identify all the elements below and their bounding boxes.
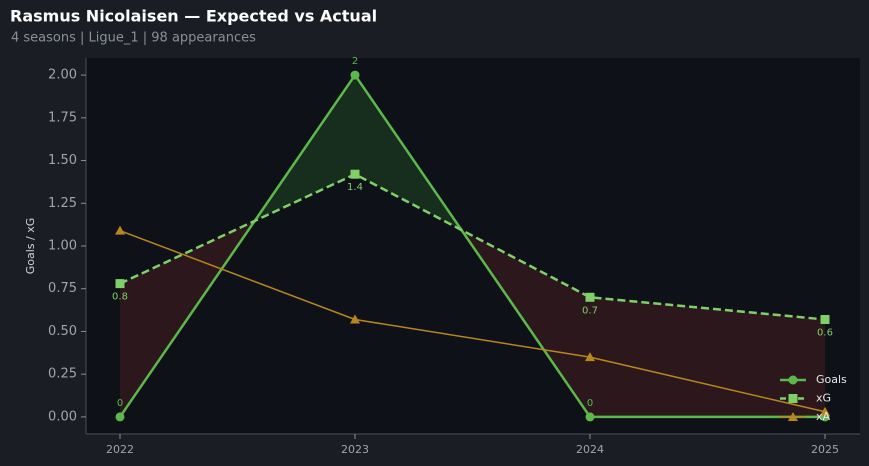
data-point bbox=[820, 314, 830, 324]
data-label: 2 bbox=[352, 56, 358, 67]
series-line bbox=[118, 72, 825, 419]
chart-title: Rasmus Nicolaisen — Expected vs Actual bbox=[10, 7, 377, 26]
legend-marker bbox=[788, 412, 798, 421]
y-tick-label: 1.00 bbox=[48, 239, 77, 254]
y-tick-label: 1.50 bbox=[48, 153, 77, 168]
data-point bbox=[350, 169, 360, 179]
legend-label: xA bbox=[816, 410, 831, 423]
data-point bbox=[115, 279, 125, 289]
y-tick-label: 0.75 bbox=[48, 281, 77, 296]
data-point bbox=[585, 412, 595, 422]
y-tick-label: 2.00 bbox=[48, 68, 77, 83]
data-label: 1.4 bbox=[347, 182, 363, 193]
x-tick-label: 2025 bbox=[811, 443, 839, 456]
y-tick-label: 1.75 bbox=[48, 110, 77, 125]
data-point bbox=[350, 70, 360, 80]
series-line bbox=[119, 172, 826, 321]
x-tick-label: 2022 bbox=[106, 443, 134, 456]
legend-marker bbox=[788, 375, 798, 385]
y-tick-label: 0.00 bbox=[48, 409, 77, 424]
data-label: 0.8 bbox=[112, 292, 128, 303]
data-label: 0 bbox=[117, 398, 123, 409]
data-label: 0 bbox=[587, 398, 593, 409]
data-point bbox=[115, 412, 125, 422]
data-point bbox=[585, 352, 595, 362]
x-tick-label: 2024 bbox=[576, 443, 604, 456]
data-point bbox=[585, 292, 595, 302]
data-label: 0.6 bbox=[817, 327, 833, 338]
legend-marker bbox=[788, 394, 798, 403]
y-tick-label: 0.50 bbox=[48, 324, 77, 339]
chart-subtitle: 4 seasons | Ligue_1 | 98 appearances bbox=[11, 31, 256, 46]
series-line bbox=[119, 229, 826, 413]
legend-label: xG bbox=[816, 392, 831, 405]
y-tick-label: 1.25 bbox=[48, 196, 77, 211]
y-tick-label: 0.25 bbox=[48, 367, 77, 382]
fill-between bbox=[590, 297, 825, 417]
x-tick-label: 2023 bbox=[341, 443, 369, 456]
data-point bbox=[115, 225, 125, 235]
data-label: 0.7 bbox=[582, 305, 598, 316]
legend-label: Goals bbox=[816, 373, 847, 386]
data-point bbox=[350, 314, 360, 324]
y-axis-label: Goals / xG bbox=[24, 218, 37, 275]
data-point bbox=[820, 406, 830, 416]
